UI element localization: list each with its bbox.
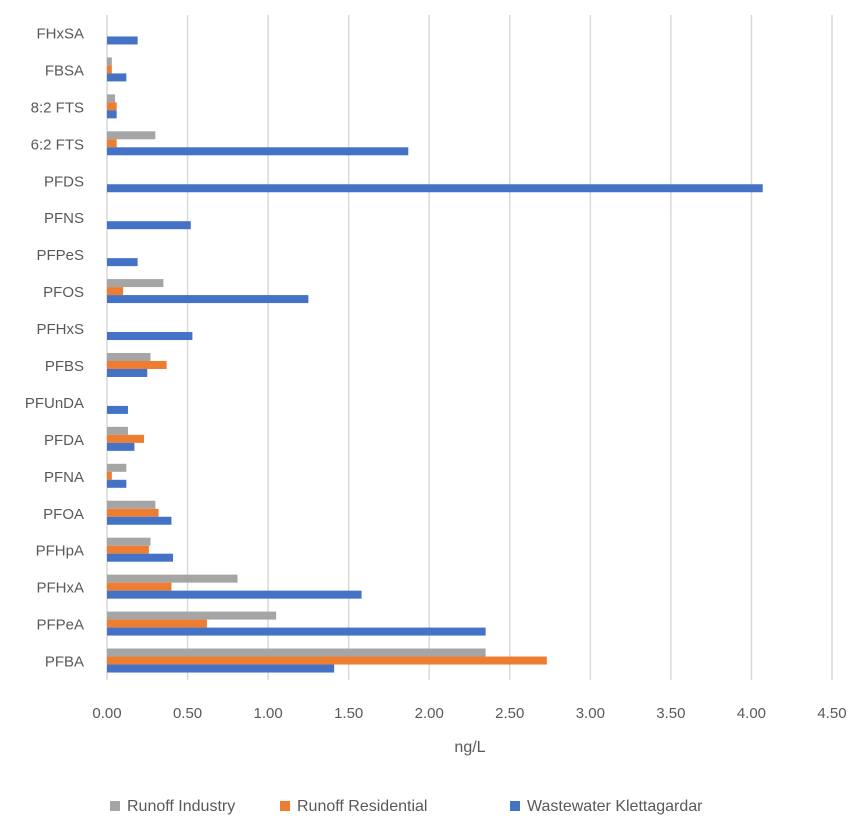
bar xyxy=(107,471,112,480)
category-label: FBSA xyxy=(45,62,84,79)
x-tick-label: 2.50 xyxy=(495,705,524,722)
legend-label: Wastewater Klettagardar xyxy=(527,798,703,815)
category-label: PFOA xyxy=(43,506,84,523)
bar xyxy=(107,139,117,148)
category-label: PFPeA xyxy=(36,617,84,634)
bar xyxy=(107,57,112,66)
category-label: PFHpA xyxy=(36,543,84,560)
bar xyxy=(107,434,145,443)
bar xyxy=(107,368,148,377)
legend-label: Runoff Industry xyxy=(127,798,235,815)
category-label: 6:2 FTS xyxy=(31,136,84,153)
bar xyxy=(107,656,547,665)
legend: Runoff Industry Runoff Residential Wastewa… xyxy=(110,798,703,815)
category-label: FHxSA xyxy=(36,25,84,42)
bar xyxy=(107,221,191,230)
legend-swatch xyxy=(280,801,290,811)
bar xyxy=(107,110,117,119)
x-tick-label: 1.00 xyxy=(254,705,283,722)
x-tick-label: 1.50 xyxy=(334,705,363,722)
x-tick-labels: 0.00 0.50 1.00 1.50 2.00 2.50 3.00 3.50 4.00 4.50 xyxy=(92,705,846,722)
bar xyxy=(107,508,159,517)
category-label: PFNA xyxy=(44,469,84,486)
category-label: PFPeS xyxy=(36,247,84,264)
legend-swatch xyxy=(510,801,520,811)
bar xyxy=(107,627,486,636)
bar xyxy=(107,360,167,369)
bar xyxy=(107,545,149,554)
bar xyxy=(107,516,172,525)
bar xyxy=(107,73,127,82)
bar xyxy=(107,537,151,546)
bars xyxy=(107,36,763,673)
x-tick-label: 4.00 xyxy=(737,705,766,722)
bar xyxy=(107,582,172,591)
bar xyxy=(107,553,174,562)
bar xyxy=(107,131,156,140)
category-label: PFDS xyxy=(44,173,84,190)
bar xyxy=(107,295,309,304)
x-tick-label: 3.00 xyxy=(576,705,605,722)
bar xyxy=(107,258,138,267)
category-label: PFNS xyxy=(44,210,84,227)
category-label: PFHxA xyxy=(36,580,84,597)
bar xyxy=(107,332,193,341)
bar xyxy=(107,574,238,583)
bar xyxy=(107,648,486,657)
category-labels: PFBA PFPeA PFHxA PFHpA PFOA PFNA PFDA PFUnDA PFB… xyxy=(25,25,84,670)
bar xyxy=(107,463,127,472)
legend-label: Runoff Residential xyxy=(297,798,427,815)
bar xyxy=(107,279,164,288)
category-label: PFBS xyxy=(45,358,84,375)
bar xyxy=(107,619,207,628)
legend-swatch xyxy=(110,801,120,811)
bar xyxy=(107,442,135,451)
x-tick-label: 3.50 xyxy=(656,705,685,722)
bar xyxy=(107,664,335,673)
bar xyxy=(107,94,116,103)
gridlines xyxy=(106,15,833,680)
x-tick-label: 0.50 xyxy=(173,705,202,722)
bar xyxy=(107,184,763,193)
x-axis-title: ng/L xyxy=(454,739,485,756)
x-tick-label: 4.50 xyxy=(817,705,846,722)
bar xyxy=(107,405,128,414)
bar xyxy=(107,36,138,45)
category-label: PFOS xyxy=(43,284,84,301)
category-label: PFHxS xyxy=(36,321,84,338)
bar xyxy=(107,500,156,509)
category-label: PFUnDA xyxy=(25,395,84,412)
bar xyxy=(107,102,117,111)
x-tick-label: 2.00 xyxy=(415,705,444,722)
category-label: 8:2 FTS xyxy=(31,99,84,116)
category-label: PFBA xyxy=(45,654,84,671)
bar xyxy=(107,147,409,156)
category-label: PFDA xyxy=(44,432,84,449)
bar xyxy=(107,287,124,296)
bar xyxy=(107,590,362,599)
bar xyxy=(107,426,128,435)
bar xyxy=(107,65,112,74)
bar xyxy=(107,611,277,620)
bar xyxy=(107,352,151,361)
bar xyxy=(107,479,127,488)
x-tick-label: 0.00 xyxy=(92,705,121,722)
